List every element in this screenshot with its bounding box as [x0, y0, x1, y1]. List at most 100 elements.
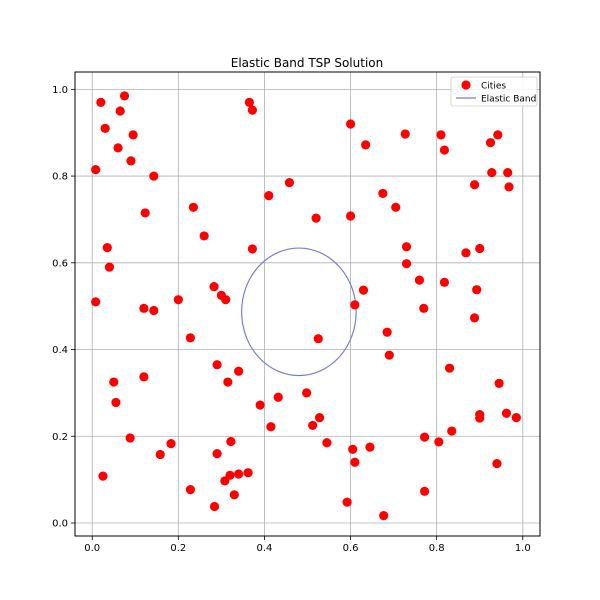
- city-point: [379, 511, 389, 521]
- city-point: [111, 397, 121, 408]
- x-tick-label: 0.6: [343, 543, 359, 554]
- city-point: [472, 285, 482, 295]
- city-point: [91, 164, 101, 175]
- city-point: [102, 243, 112, 253]
- city-point: [361, 140, 371, 150]
- city-point: [91, 297, 101, 307]
- city-point: [434, 437, 444, 447]
- city-point: [128, 130, 138, 140]
- city-point: [348, 444, 358, 454]
- city-point: [469, 180, 480, 190]
- city-point: [225, 470, 235, 480]
- city-point: [419, 303, 429, 313]
- legend-band-label: Elastic Band: [481, 95, 536, 105]
- plot-frame: [74, 71, 541, 537]
- legend-cities-marker: [461, 80, 471, 90]
- x-tick-label: 1.0: [515, 543, 531, 554]
- chart-title: Elastic Band TSP Solution: [231, 56, 383, 70]
- city-point: [420, 486, 430, 496]
- city-point: [166, 439, 176, 449]
- city-point: [139, 303, 149, 313]
- city-point: [494, 378, 504, 388]
- city-point: [461, 248, 471, 258]
- city-point: [104, 262, 115, 272]
- city-point: [119, 91, 130, 101]
- city-point: [511, 413, 521, 423]
- city-point: [199, 231, 209, 241]
- city-point: [113, 143, 123, 153]
- city-point: [126, 156, 136, 166]
- legend-cities-label: Cities: [481, 82, 506, 92]
- city-point: [350, 300, 360, 310]
- city-point: [98, 471, 108, 481]
- x-tick-label: 0.8: [429, 543, 445, 554]
- city-point: [247, 244, 257, 254]
- city-point: [284, 177, 295, 188]
- city-point: [266, 422, 276, 432]
- city-point: [125, 433, 135, 443]
- city-point: [234, 366, 244, 376]
- city-point: [247, 105, 257, 115]
- city-point: [313, 334, 323, 344]
- x-tick-label: 0.2: [170, 543, 186, 554]
- legend: Cities Elastic Band: [450, 76, 538, 107]
- city-point: [229, 490, 239, 500]
- city-point: [401, 259, 412, 269]
- city-point: [439, 145, 450, 155]
- city-point: [209, 282, 219, 292]
- city-point: [149, 305, 159, 316]
- city-point: [311, 213, 321, 223]
- city-point: [185, 485, 195, 495]
- city-point: [391, 202, 401, 212]
- city-point: [345, 211, 356, 221]
- city-point: [212, 360, 222, 370]
- city-point: [96, 97, 106, 107]
- cities-layer: [91, 91, 521, 521]
- city-point: [155, 449, 165, 460]
- city-point: [185, 333, 195, 343]
- city-point: [322, 438, 332, 448]
- city-point: [314, 413, 325, 423]
- city-point: [444, 363, 455, 373]
- city-point: [109, 377, 119, 387]
- y-tick-label: 0.0: [52, 518, 68, 529]
- city-point: [382, 327, 392, 337]
- city-point: [149, 171, 159, 181]
- y-tick-label: 0.4: [52, 345, 68, 356]
- city-point: [140, 208, 150, 218]
- city-point: [243, 468, 253, 478]
- city-point: [234, 469, 244, 479]
- city-point: [100, 123, 110, 133]
- city-point: [492, 458, 502, 469]
- city-point: [345, 119, 356, 129]
- city-point: [400, 129, 410, 139]
- y-tick-label: 0.6: [52, 258, 68, 269]
- city-point: [401, 242, 412, 252]
- city-point: [350, 457, 360, 467]
- city-point: [501, 408, 512, 418]
- y-tick-label: 1.0: [52, 85, 68, 96]
- city-point: [273, 392, 283, 402]
- city-point: [475, 243, 485, 254]
- city-point: [226, 436, 236, 447]
- city-point: [223, 377, 233, 387]
- y-tick-label: 0.2: [52, 432, 68, 443]
- city-point: [436, 130, 446, 140]
- x-tick-label: 0.4: [256, 543, 272, 554]
- city-point: [244, 97, 254, 107]
- city-point: [493, 130, 503, 140]
- city-point: [447, 426, 457, 436]
- city-point: [504, 182, 514, 192]
- city-point: [469, 313, 480, 323]
- city-point: [302, 388, 312, 398]
- city-point: [173, 295, 183, 305]
- city-point: [485, 138, 496, 148]
- city-point: [264, 190, 274, 201]
- city-point: [475, 413, 485, 423]
- city-point: [212, 449, 222, 459]
- elastic-band-line: [241, 247, 357, 377]
- city-point: [115, 106, 125, 116]
- x-tick-label: 0.0: [84, 543, 100, 554]
- city-point: [221, 295, 231, 305]
